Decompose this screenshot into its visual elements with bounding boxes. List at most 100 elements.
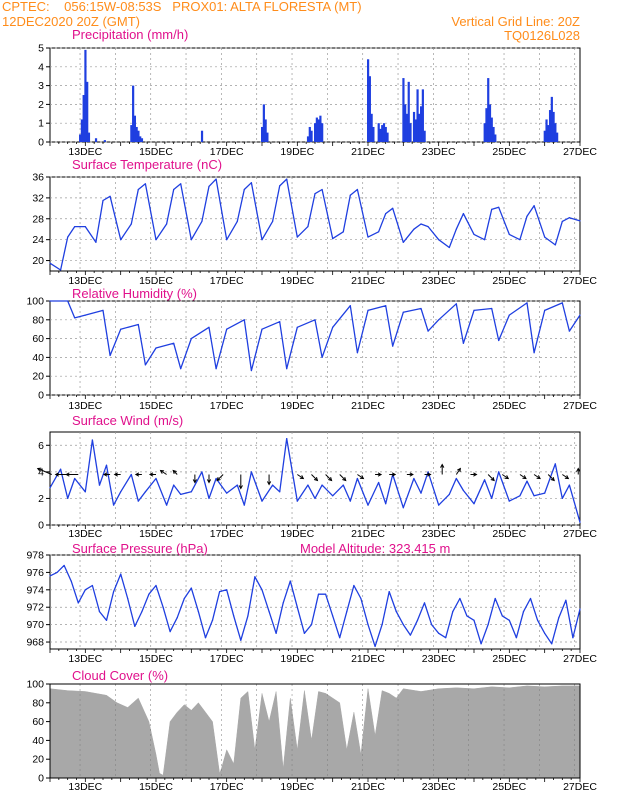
series-point <box>321 188 323 191</box>
series-point <box>427 471 429 473</box>
series-point <box>314 319 316 321</box>
series-point <box>423 602 426 604</box>
precip-bar <box>140 138 144 142</box>
series-point <box>353 584 355 587</box>
series-point <box>190 491 192 493</box>
series-point <box>134 625 136 627</box>
precip-bar <box>139 136 142 142</box>
wind-arrow-head <box>238 485 243 490</box>
precip-bar <box>370 113 373 142</box>
series-point <box>240 639 242 641</box>
precip-bar <box>87 132 91 142</box>
x-date-label: 17DEC <box>210 653 244 665</box>
series-point <box>395 610 397 613</box>
wind-arrow-head <box>159 469 165 474</box>
series-point <box>137 500 139 502</box>
x-date-label: 19DEC <box>280 528 314 540</box>
series-point <box>208 185 210 187</box>
series-point <box>243 188 245 191</box>
series-point <box>466 615 468 617</box>
precip-bar <box>200 130 204 142</box>
series-point <box>392 345 394 347</box>
x-date-label: 27DEC <box>563 275 597 287</box>
y-tick-label: 2 <box>38 99 44 111</box>
x-date-label: 23DEC <box>422 146 456 158</box>
panel-title: Surface Temperature (nC) <box>72 157 222 172</box>
precip-bar <box>79 134 82 142</box>
y-tick-label: 100 <box>26 679 44 691</box>
series-point <box>558 617 560 619</box>
series-point <box>250 471 252 473</box>
series-point <box>296 606 298 608</box>
series-point <box>201 220 203 222</box>
series-point <box>74 226 76 228</box>
precip-bar <box>132 85 135 142</box>
precip-bar <box>368 76 371 142</box>
wind-arrow <box>547 474 555 481</box>
wind-arrow-head <box>490 477 495 482</box>
wind-arrow-head <box>440 463 445 468</box>
series-point <box>144 364 146 366</box>
series-point <box>70 580 72 582</box>
series-point <box>137 188 139 191</box>
series-point <box>303 632 305 634</box>
series-point <box>413 477 415 480</box>
y-tick-label: 970 <box>26 619 44 631</box>
series-point <box>568 484 571 486</box>
y-tick-label: 2 <box>38 493 44 505</box>
series-point <box>56 571 58 574</box>
series-point <box>438 504 440 506</box>
series-point <box>508 619 510 621</box>
series-point <box>498 206 500 208</box>
y-tick-label: 20 <box>32 754 44 766</box>
x-date-label: 13DEC <box>68 146 102 158</box>
series-point <box>60 269 62 271</box>
series-point <box>148 593 150 595</box>
series-point <box>307 484 309 486</box>
wind-arrow-head <box>266 481 272 486</box>
x-date-label: 15DEC <box>139 146 173 158</box>
series-point <box>180 368 182 370</box>
series-point <box>342 484 344 486</box>
series-point <box>176 617 178 619</box>
series-point <box>452 610 454 613</box>
wind-arrow-head <box>103 472 108 477</box>
series-point <box>208 326 210 328</box>
y-tick-label: 4 <box>38 466 44 478</box>
series-point <box>494 597 496 600</box>
precip-bar <box>367 59 370 142</box>
series-point <box>321 356 323 358</box>
series-point <box>183 597 185 600</box>
precip-bar <box>420 106 423 142</box>
series-point <box>519 239 521 241</box>
series-point <box>215 368 217 370</box>
x-date-label: 17DEC <box>210 400 244 412</box>
series-point <box>169 630 171 633</box>
precip-bar <box>548 110 552 142</box>
series-point <box>526 215 528 217</box>
series-point <box>491 208 493 210</box>
series-point <box>332 238 334 240</box>
series-point <box>416 619 419 621</box>
y-tick-label: 5 <box>38 43 44 55</box>
series-point <box>113 590 115 593</box>
series-point <box>67 236 69 238</box>
y-tick-label: 0 <box>38 773 44 785</box>
precip-bar <box>137 130 140 142</box>
precip-bar <box>404 104 407 142</box>
series-point <box>356 477 358 480</box>
series-point <box>420 492 422 494</box>
run-date: 12DEC2020 20Z (GMT) <box>2 14 140 29</box>
series-point <box>508 500 510 502</box>
series-point <box>438 319 440 321</box>
series-point <box>190 338 192 340</box>
y-tick-label: 4 <box>38 61 44 73</box>
precip-bar <box>547 125 550 142</box>
series-point <box>243 504 245 506</box>
x-date-label: 17DEC <box>210 781 244 793</box>
series-point <box>579 314 581 316</box>
series-point <box>508 233 510 236</box>
precip-bar <box>103 140 106 142</box>
series-point <box>226 239 228 241</box>
